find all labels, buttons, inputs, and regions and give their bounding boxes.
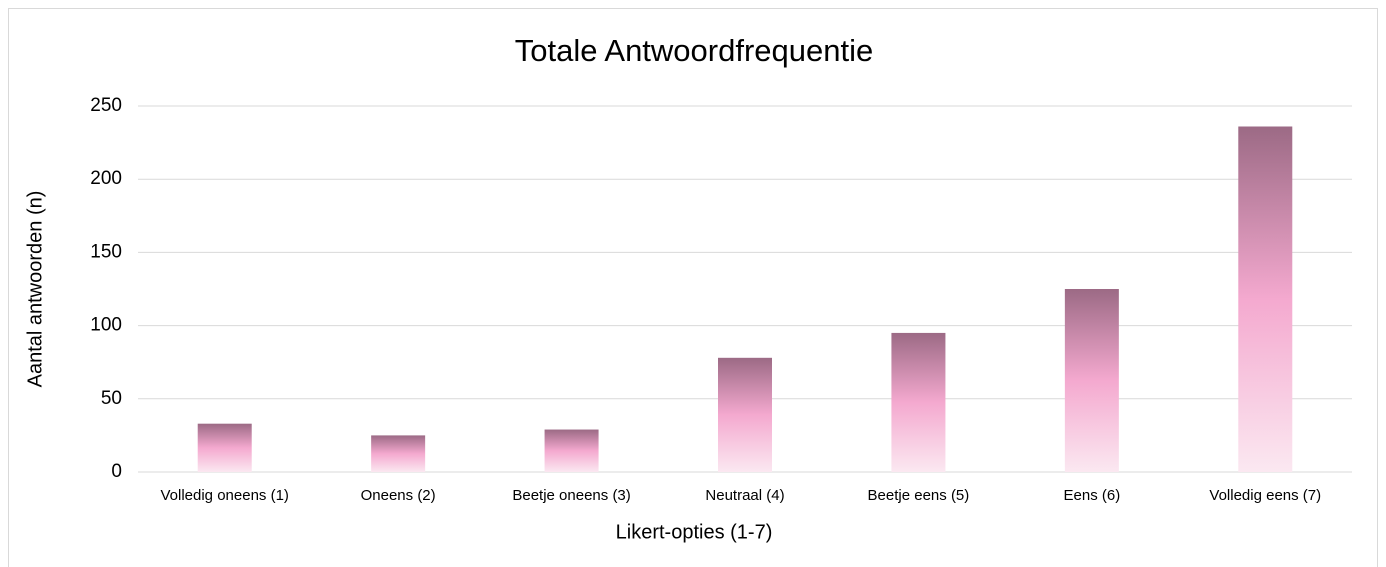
x-tick-label: Volledig oneens (1) (160, 487, 288, 504)
y-tick-label: 50 (101, 388, 122, 409)
bar (1238, 126, 1293, 472)
bar (544, 429, 599, 472)
x-axis-label: Likert-opties (1-7) (616, 521, 773, 543)
bar (1064, 289, 1119, 472)
chart-frame (8, 8, 1378, 567)
y-tick-label: 200 (90, 168, 122, 189)
x-tick-label: Neutraal (4) (705, 487, 784, 504)
x-tick-label: Oneens (2) (361, 487, 436, 504)
bar (891, 332, 946, 472)
x-tick-label: Beetje oneens (3) (512, 487, 630, 504)
y-axis-label: Aantal antwoorden (n) (24, 191, 46, 388)
y-tick-label: 0 (111, 461, 122, 482)
y-tick-label: 100 (90, 315, 122, 336)
bar (197, 423, 252, 472)
y-tick-label: 150 (90, 241, 122, 262)
x-tick-label: Beetje eens (5) (868, 487, 970, 504)
bar (718, 357, 772, 472)
chart-title: Totale Antwoordfrequentie (515, 33, 873, 68)
x-tick-label: Volledig eens (7) (1209, 487, 1321, 504)
y-tick-label: 250 (90, 95, 122, 116)
bar (371, 435, 426, 472)
x-tick-label: Eens (6) (1064, 487, 1121, 504)
